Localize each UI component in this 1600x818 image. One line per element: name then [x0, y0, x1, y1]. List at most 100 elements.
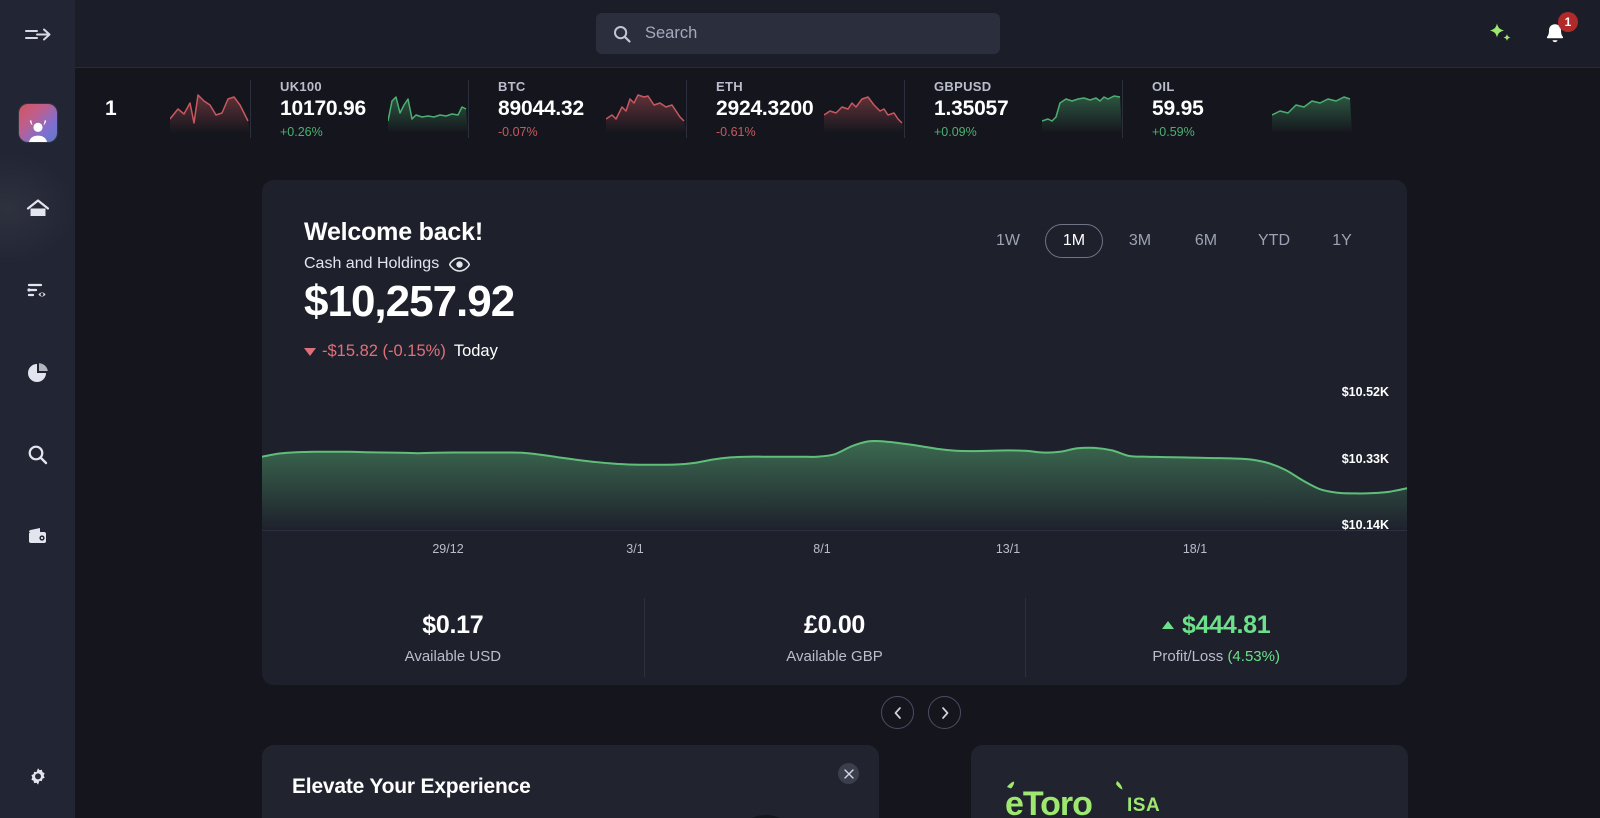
notification-badge: 1 — [1558, 12, 1578, 32]
sidebar-item-home[interactable] — [0, 154, 75, 264]
promo-card[interactable]: Elevate Your Experience — [262, 745, 879, 818]
expand-arrow-icon — [24, 28, 50, 41]
search-icon — [614, 25, 631, 43]
close-icon — [843, 768, 854, 779]
stat-label: Available USD — [405, 648, 501, 665]
stat-item: £0.00 Available GBP — [643, 590, 1026, 685]
chevron-left-icon — [894, 706, 901, 719]
stat-value: £0.00 — [804, 611, 865, 640]
daily-change-row: -$15.82 (-0.15%) Today — [304, 342, 1365, 361]
sidebar — [0, 0, 75, 818]
svg-text:ISA: ISA — [1127, 795, 1160, 816]
daily-change-text: -$15.82 (-0.15%) — [322, 342, 446, 361]
chart-x-label: 8/1 — [813, 542, 831, 556]
stat-value: $444.81 — [1162, 611, 1271, 640]
carousel-next-button[interactable] — [928, 696, 961, 729]
stat-percent: (4.53%) — [1227, 647, 1280, 665]
sidebar-item-settings[interactable] — [0, 756, 75, 798]
chart-x-label: 13/1 — [995, 542, 1021, 556]
range-tab-1m[interactable]: 1M — [1045, 224, 1103, 258]
range-tab-ytd[interactable]: YTD — [1258, 232, 1290, 249]
promo-title: Elevate Your Experience — [292, 775, 531, 798]
ticker-item[interactable]: BTC 89044.32 -0.07% — [468, 68, 686, 150]
svg-text:eToro: eToro — [1005, 785, 1092, 818]
watchlist-icon — [26, 283, 45, 297]
ticker-price: 1 — [105, 96, 117, 120]
triangle-down-icon — [304, 347, 316, 356]
balance-amount: $10,257.92 — [304, 277, 515, 326]
sidebar-item-watchlist[interactable] — [0, 270, 75, 312]
chart-x-label: 29/12 — [432, 542, 464, 556]
stat-value-text: $0.17 — [422, 610, 484, 639]
portfolio-icon — [27, 363, 48, 382]
portfolio-summary-header: Welcome back! Cash and Holdings $10,257.… — [262, 180, 1407, 361]
range-tab-6m[interactable]: 6M — [1194, 232, 1218, 249]
cash-and-holdings-label: Cash and Holdings — [304, 255, 440, 272]
chart-axis-line — [262, 530, 1407, 531]
ticker-item[interactable]: 1 — [75, 68, 250, 150]
range-tab-1y[interactable]: 1Y — [1332, 232, 1352, 249]
range-tab-3m[interactable]: 3M — [1128, 232, 1152, 249]
search-input[interactable] — [645, 24, 984, 43]
triangle-up-icon — [1162, 621, 1175, 629]
range-tab-1w[interactable]: 1W — [996, 232, 1020, 249]
ticker-sparkline — [1272, 96, 1352, 133]
ai-assistant-button[interactable] — [1486, 20, 1514, 48]
ticker-sparkline — [170, 94, 250, 133]
page-title: Welcome back! — [304, 218, 483, 246]
ticker-change: -0.07% — [498, 125, 538, 139]
stat-label-text: Available USD — [404, 647, 502, 665]
stat-label-text: Available GBP — [786, 647, 883, 665]
sidebar-item-wallet[interactable] — [0, 516, 75, 558]
market-ticker-bar[interactable]: 1 UK100 10170.96 +0.26% BTC 89044.32 -0.07% ETH… — [75, 68, 1600, 150]
stat-label: Profit/Loss (4.53%) — [1152, 648, 1280, 665]
ticker-price: 89044.32 — [498, 97, 584, 120]
ticker-symbol: ETH — [716, 79, 743, 94]
time-range-tabs[interactable]: 1W 1M 3M 6M YTD 1Y — [979, 224, 1371, 258]
ticker-symbol: GBPUSD — [934, 79, 992, 94]
search-box[interactable] — [596, 13, 1000, 54]
stat-item: $0.17 Available USD — [262, 590, 644, 685]
ticker-item[interactable]: GBPUSD 1.35057 +0.09% — [904, 68, 1122, 150]
promo-close-button[interactable] — [838, 763, 859, 784]
ticker-item[interactable]: UK100 10170.96 +0.26% — [250, 68, 468, 150]
ticker-price: 2924.3200 — [716, 97, 814, 120]
stat-label: Available GBP — [786, 648, 882, 665]
balance-chart[interactable] — [262, 385, 1407, 530]
wallet-icon — [28, 528, 46, 543]
ticker-price: 59.95 — [1152, 97, 1204, 120]
stat-value: $0.17 — [422, 611, 483, 640]
chart-y-label: $10.52K — [1341, 385, 1389, 399]
cash-and-holdings-row: Cash and Holdings — [304, 255, 1365, 273]
ticker-text: GBPUSD 1.35057 +0.09% — [934, 79, 1038, 139]
ticker-sparkline — [388, 96, 468, 133]
ticker-text: ETH 2924.3200 -0.61% — [716, 79, 820, 139]
promo-decoration — [731, 815, 801, 818]
notifications-button[interactable]: 1 — [1542, 12, 1578, 47]
ticker-symbol: OIL — [1152, 79, 1175, 94]
sidebar-item-discover[interactable] — [0, 434, 75, 476]
ticker-item[interactable]: ETH 2924.3200 -0.61% — [686, 68, 904, 150]
carousel-prev-button[interactable] — [881, 696, 914, 729]
main-content: Welcome back! Cash and Holdings $10,257.… — [75, 150, 1600, 818]
ticker-change: -0.61% — [716, 125, 756, 139]
chart-area-fill — [262, 440, 1407, 530]
sparkle-icon — [1490, 23, 1511, 41]
avatar-silhouette-icon — [28, 120, 47, 142]
chart-x-label: 3/1 — [626, 542, 644, 556]
ticker-text: UK100 10170.96 +0.26% — [280, 79, 384, 139]
ticker-symbol: UK100 — [280, 79, 322, 94]
daily-change-value: -$15.82 (-0.15%) — [304, 342, 446, 361]
ticker-sparkline — [1042, 95, 1122, 133]
sidebar-item-portfolio[interactable] — [0, 352, 75, 394]
ticker-sparkline — [606, 94, 686, 133]
eye-icon[interactable] — [449, 256, 471, 272]
ticker-item[interactable]: OIL 59.95 +0.59% — [1122, 68, 1352, 150]
etoro-isa-card[interactable]: eToro ISA Powered by moneyfarm — [971, 745, 1408, 818]
ticker-text: BTC 89044.32 -0.07% — [498, 79, 602, 139]
sidebar-toggle-button[interactable] — [18, 18, 58, 52]
avatar[interactable] — [18, 104, 57, 142]
home-icon — [26, 199, 49, 216]
carousel-nav — [881, 696, 961, 729]
